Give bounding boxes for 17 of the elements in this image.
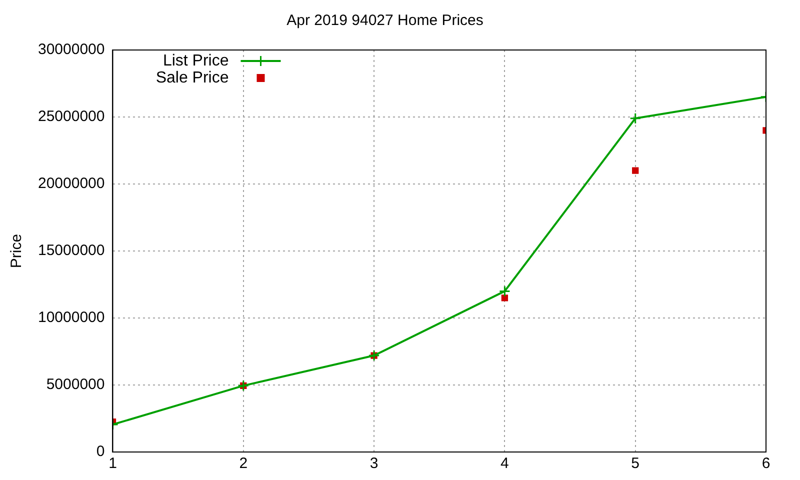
chart-title: Apr 2019 94027 Home Prices bbox=[286, 12, 484, 30]
x-tick-label: 1 bbox=[108, 455, 117, 472]
x-tick-label: 5 bbox=[631, 455, 640, 472]
x-tick-label: 2 bbox=[239, 455, 248, 472]
legend-label: List Price bbox=[162, 52, 229, 70]
y-tick-label: 5000000 bbox=[46, 376, 105, 394]
y-tick-label: 10000000 bbox=[38, 309, 105, 326]
y-tick-label: 20000000 bbox=[38, 175, 105, 192]
y-tick-label: 30000000 bbox=[38, 41, 105, 58]
y-tick-label: 0 bbox=[96, 443, 105, 460]
y-tick-label: 15000000 bbox=[38, 242, 105, 260]
x-tick-label: 6 bbox=[762, 455, 770, 472]
legend-label: Sale Price bbox=[156, 69, 229, 86]
y-tick-label: 25000000 bbox=[38, 108, 105, 126]
x-tick-label: 3 bbox=[370, 455, 378, 472]
x-tick-label: 4 bbox=[500, 455, 509, 472]
y-axis-title: Price bbox=[8, 234, 26, 268]
